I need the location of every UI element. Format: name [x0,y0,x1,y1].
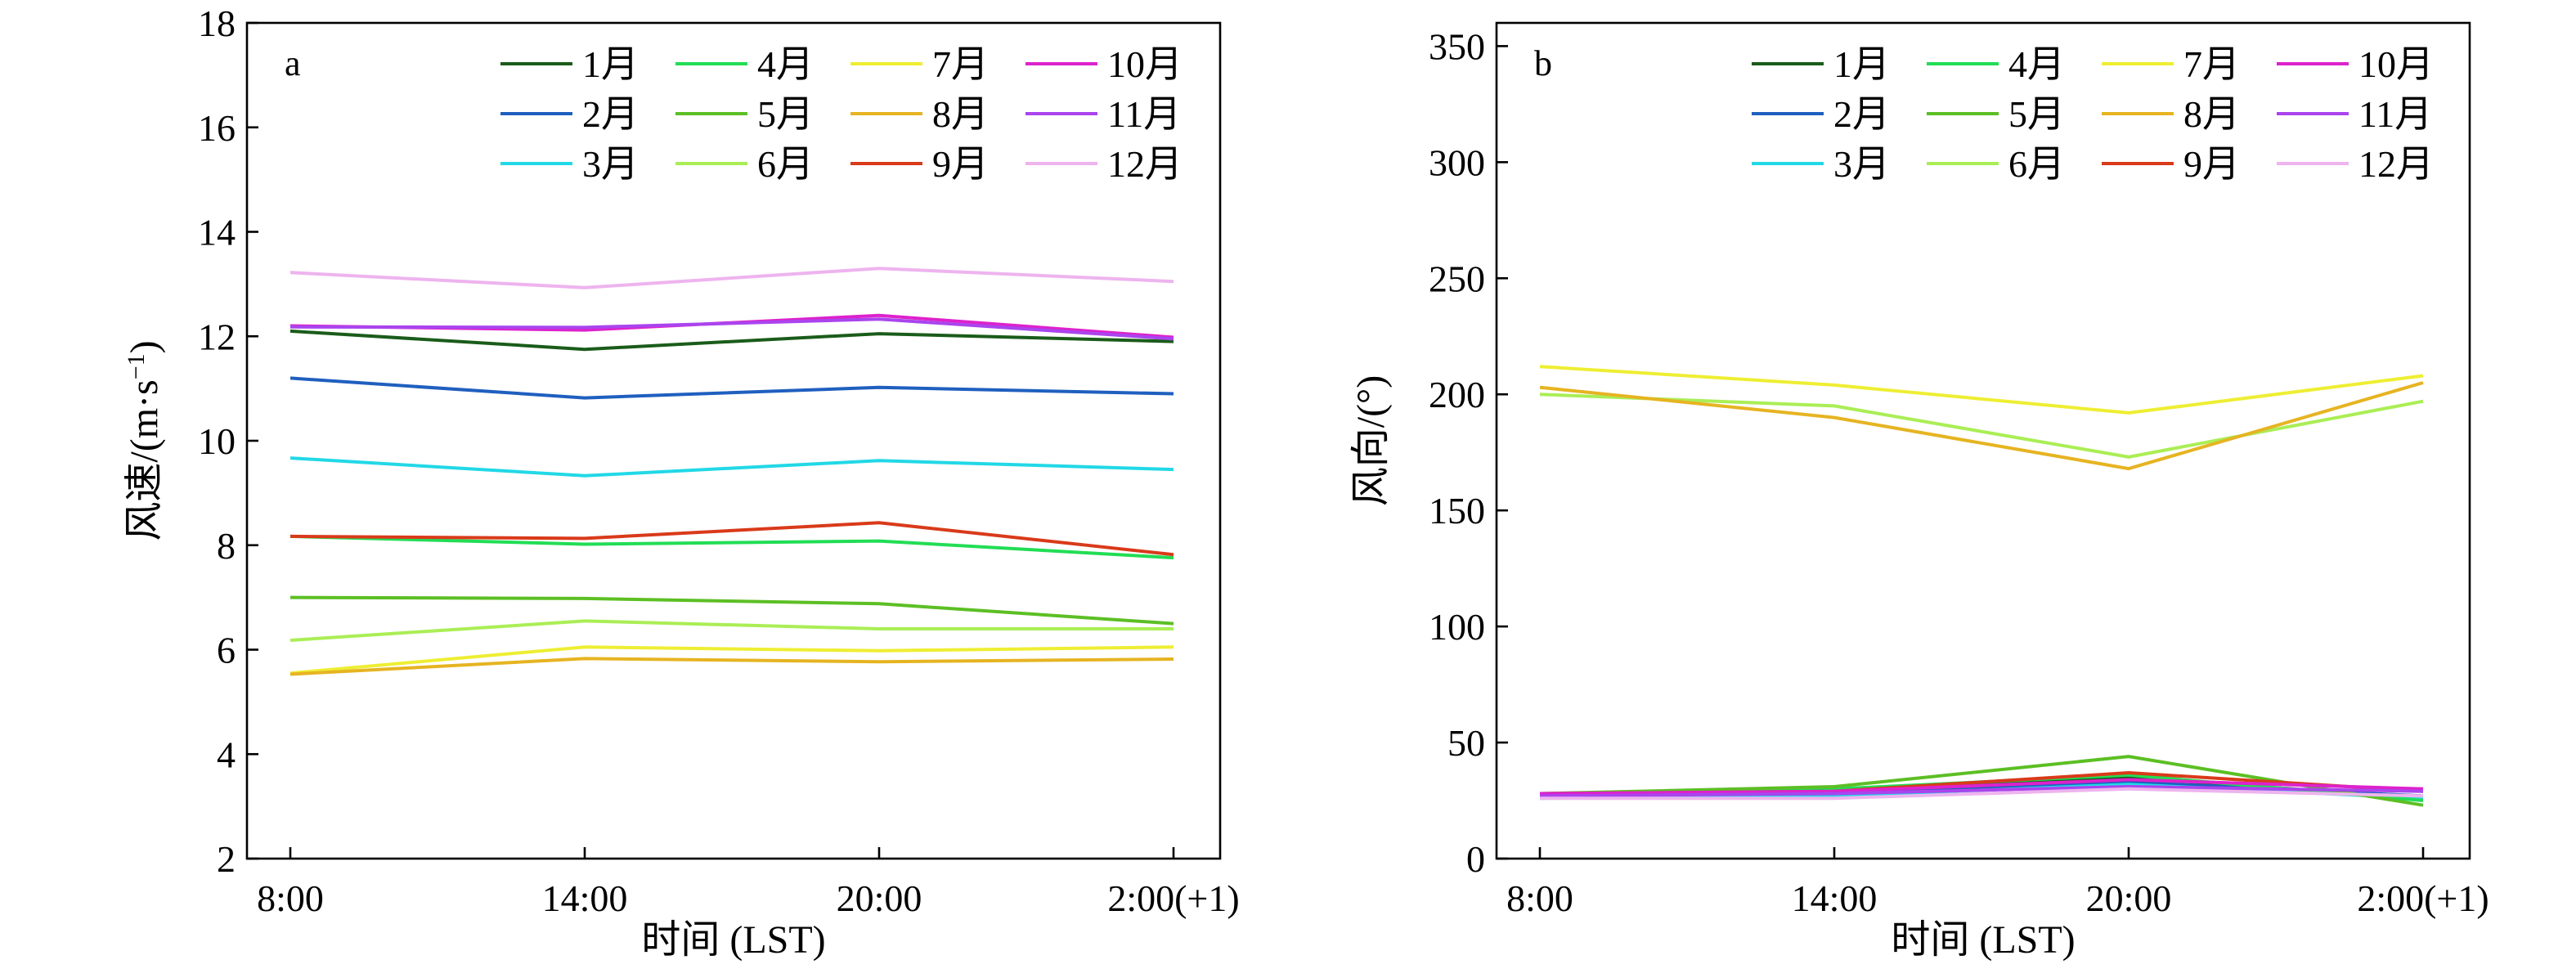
legend-label: 8月 [2183,93,2240,135]
series-line-9 [289,521,1174,557]
x-tick-label: 20:00 [2086,877,2172,919]
series-line-3 [289,456,1174,478]
y-axis-title: 风向/(°) [1349,375,1393,507]
y-axis-title-end: ) [123,340,166,353]
panel-b: 0 50 100 150 200 250 300 350 8:00 14:00 20:00 2:00(… [1349,21,2489,962]
x-tick-label: 2:00(+1) [2357,877,2488,919]
legend-label: 7月 [2183,43,2240,85]
legend-label: 3月 [1833,143,1890,185]
y-tick-label: 14 [198,212,236,253]
series-line-11 [289,317,1174,341]
y-tick-label: 50 [1447,722,1485,764]
legend-label: 6月 [2008,143,2065,185]
series-line-7 [289,645,1174,675]
y-tick-label: 300 [1429,141,1485,183]
legend-label: 1月 [1833,43,1890,85]
series-line-8 [289,657,1174,676]
x-tick-label: 8:00 [1506,877,1573,919]
legend-label: 3月 [582,143,639,185]
legend: 1月 2月 3月 4月 5月 6月 7月 8月 9月 10月 11月 12月 [500,43,1183,185]
legend-label: 11月 [1107,93,1181,135]
y-axis-title-sup: −1 [123,353,150,379]
y-axis-title-main: 风速/(m·s [123,379,166,541]
legend-label: 10月 [1107,43,1183,85]
y-tick-label: 100 [1429,606,1485,648]
y-tick-label: 0 [1466,838,1485,880]
x-tick-label: 14:00 [1792,877,1878,919]
legend-label: 4月 [2008,43,2065,85]
y-tick-label: 12 [198,316,236,357]
x-tick-label: 14:00 [542,877,628,919]
legend-label: 12月 [2358,143,2434,185]
y-tick-label: 10 [198,420,236,462]
series-line-6 [1539,393,2424,459]
legend-label: 1月 [582,43,639,85]
legend-label: 2月 [582,93,639,135]
y-tick-label: 350 [1429,25,1485,67]
series-line-10 [1539,778,2424,796]
y-tick-label: 8 [217,525,236,567]
y-tick-label: 6 [217,630,236,671]
y-tick-label: 18 [198,2,236,44]
panel-label: b [1534,43,1552,83]
y-tick-label: 16 [198,107,236,149]
y-tick-label: 200 [1429,374,1485,415]
y-tick-label: 250 [1429,258,1485,299]
legend-label: 4月 [757,43,814,85]
x-tick-label: 20:00 [837,877,922,919]
legend-label: 6月 [757,143,814,185]
legend-label: 5月 [2008,93,2065,135]
legend-label: 10月 [2358,43,2434,85]
plot-frame [245,21,1222,860]
series-line-2 [289,376,1174,400]
series-line-12 [1540,787,2424,801]
series-line-1 [289,329,1174,352]
series-line-5 [289,595,1174,626]
y-axis-title-main: 风向/(°) [1349,375,1393,507]
x-axis-title: 时间 (LST) [1891,918,2075,962]
legend-label: 11月 [2358,93,2432,135]
series-line-12 [289,267,1174,289]
x-axis-title: 时间 (LST) [641,918,825,962]
legend-label: 5月 [757,93,814,135]
legend-label: 2月 [1833,93,1890,135]
series-line-8 [1539,381,2424,471]
legend: 1月 2月 3月 4月 5月 6月 7月 8月 9月 10月 11月 12月 [1752,43,2434,185]
legend-label: 12月 [1107,143,1183,185]
y-tick-label: 4 [217,733,236,775]
plot-frame [1495,21,2471,860]
panel-a: 2 4 6 8 10 12 14 16 18 8:00 14:00 20:00 2:00(+1) 时间 (… [123,2,1240,962]
series-line-6 [289,619,1174,642]
legend-label: 7月 [932,43,989,85]
legend-label: 9月 [2183,143,2240,185]
x-tick-label: 2:00(+1) [1107,877,1239,919]
legend-label: 8月 [932,93,989,135]
y-tick-label: 150 [1429,490,1485,532]
y-axis-title: 风速/(m·s−1) [123,340,166,541]
x-tick-label: 8:00 [257,877,324,919]
series-line-7 [1539,365,2424,415]
legend-label: 9月 [932,143,989,185]
series-line-11 [1539,785,2424,798]
series-line-4 [289,534,1174,560]
panel-label: a [285,43,301,83]
y-tick-label: 2 [217,838,236,880]
